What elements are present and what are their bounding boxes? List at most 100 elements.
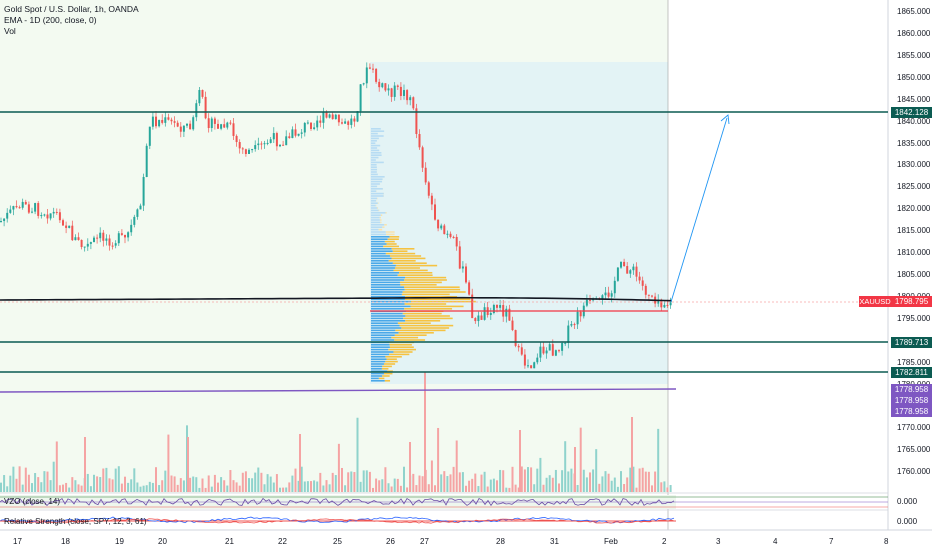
volume-bar: [62, 484, 64, 492]
candle-body: [446, 233, 449, 235]
candle-body: [173, 121, 176, 123]
candle-body: [204, 96, 207, 119]
candle-body: [80, 239, 83, 248]
vzo-label[interactable]: VZO (close, 14): [4, 497, 61, 506]
profile-bar-up: [371, 238, 388, 240]
candle-body: [344, 121, 347, 124]
rs-label[interactable]: Relative Strength (close, SPY, 12, 3, 61…: [4, 517, 147, 526]
profile-bar-up: [371, 173, 378, 176]
profile-bar-up: [371, 236, 390, 238]
volume-bar: [468, 480, 471, 492]
vol-legend[interactable]: Vol: [4, 26, 16, 36]
candle-body: [666, 304, 669, 306]
volume-bar: [294, 468, 297, 492]
candle-body: [458, 246, 461, 269]
price-tick: 1770.000: [897, 423, 931, 433]
candle-body: [579, 311, 582, 317]
volume-bar: [536, 468, 539, 492]
volume-bar: [68, 487, 71, 492]
candle-body: [576, 311, 579, 325]
profile-bar-up: [371, 267, 395, 269]
volume-bar: [601, 476, 604, 492]
profile-bar-up: [371, 288, 405, 291]
candle-body: [638, 276, 641, 281]
candle-body: [176, 122, 179, 127]
candle-body: [492, 304, 495, 313]
volume-bar: [409, 442, 411, 492]
candle-body: [353, 118, 356, 122]
volume-bar: [319, 472, 322, 492]
volume-bar: [430, 460, 433, 492]
purple-price-label-1: 1778.958: [891, 384, 932, 395]
volume-bar: [545, 477, 548, 492]
volume-bar: [176, 484, 179, 492]
volume-bar: [111, 479, 114, 492]
profile-bar-up: [371, 305, 411, 308]
ema-legend[interactable]: EMA - 1D (200, close, 0): [4, 15, 97, 25]
profile-bar-down: [385, 252, 416, 255]
volume-bar: [303, 481, 306, 492]
candle-body: [632, 266, 635, 271]
support-2-price-label: 1782.811: [891, 367, 932, 378]
candle-body: [440, 225, 443, 229]
candle-body: [536, 357, 539, 363]
volume-bar: [548, 475, 551, 492]
volume-bar: [27, 474, 30, 492]
candle-body: [489, 312, 492, 316]
volume-profile: [371, 128, 476, 382]
profile-bar-down: [392, 250, 408, 252]
time-tick: 28: [496, 537, 505, 546]
price-tick: 1850.000: [897, 72, 931, 82]
profile-bar-down: [379, 216, 381, 219]
candle-body: [350, 118, 353, 125]
projection-arrow[interactable]: [670, 117, 728, 303]
volume-bar: [359, 481, 362, 492]
volume-bar: [187, 437, 189, 492]
profile-bar-down: [386, 243, 397, 245]
volume-bar: [102, 468, 105, 492]
candle-body: [260, 143, 263, 145]
volume-bar: [322, 485, 325, 492]
volume-bar: [244, 471, 247, 492]
profile-bar-down: [381, 368, 389, 370]
profile-bar-up: [371, 183, 380, 185]
volume-bar: [331, 472, 334, 492]
volume-bar: [589, 472, 591, 492]
profile-bar-up: [371, 327, 402, 329]
profile-bar-down: [393, 269, 428, 272]
volume-bar: [477, 486, 480, 492]
candle-body: [158, 119, 161, 127]
volume-bar: [260, 472, 263, 492]
profile-bar-up: [371, 279, 405, 281]
purple-trendline[interactable]: [0, 388, 677, 393]
volume-bar: [201, 478, 204, 492]
volume-bar: [232, 480, 235, 492]
volume-bar: [337, 443, 340, 492]
price-tick: 1820.000: [897, 204, 931, 214]
candle-body: [381, 83, 384, 88]
candle-body: [148, 126, 151, 146]
volume-bar: [554, 469, 557, 492]
profile-bar-down: [400, 284, 437, 286]
volume-bar: [198, 487, 201, 492]
volume-bar: [77, 484, 80, 492]
volume-bar: [539, 457, 542, 492]
candle-body: [43, 214, 46, 216]
volume-bar: [161, 480, 164, 492]
profile-bar-up: [371, 140, 377, 142]
profile-bar-down: [401, 327, 450, 329]
candle-body: [409, 97, 412, 101]
candle-body: [539, 346, 542, 358]
candle-body: [362, 83, 365, 85]
volume-bar: [226, 485, 229, 492]
candle-body: [517, 345, 520, 348]
profile-bar-up: [371, 286, 405, 288]
profile-bar-down: [394, 267, 420, 269]
volume-bar: [449, 474, 452, 492]
candle-body: [527, 365, 529, 367]
volume-bar: [644, 471, 647, 492]
candle-body: [40, 215, 43, 217]
candle-body: [399, 86, 402, 96]
